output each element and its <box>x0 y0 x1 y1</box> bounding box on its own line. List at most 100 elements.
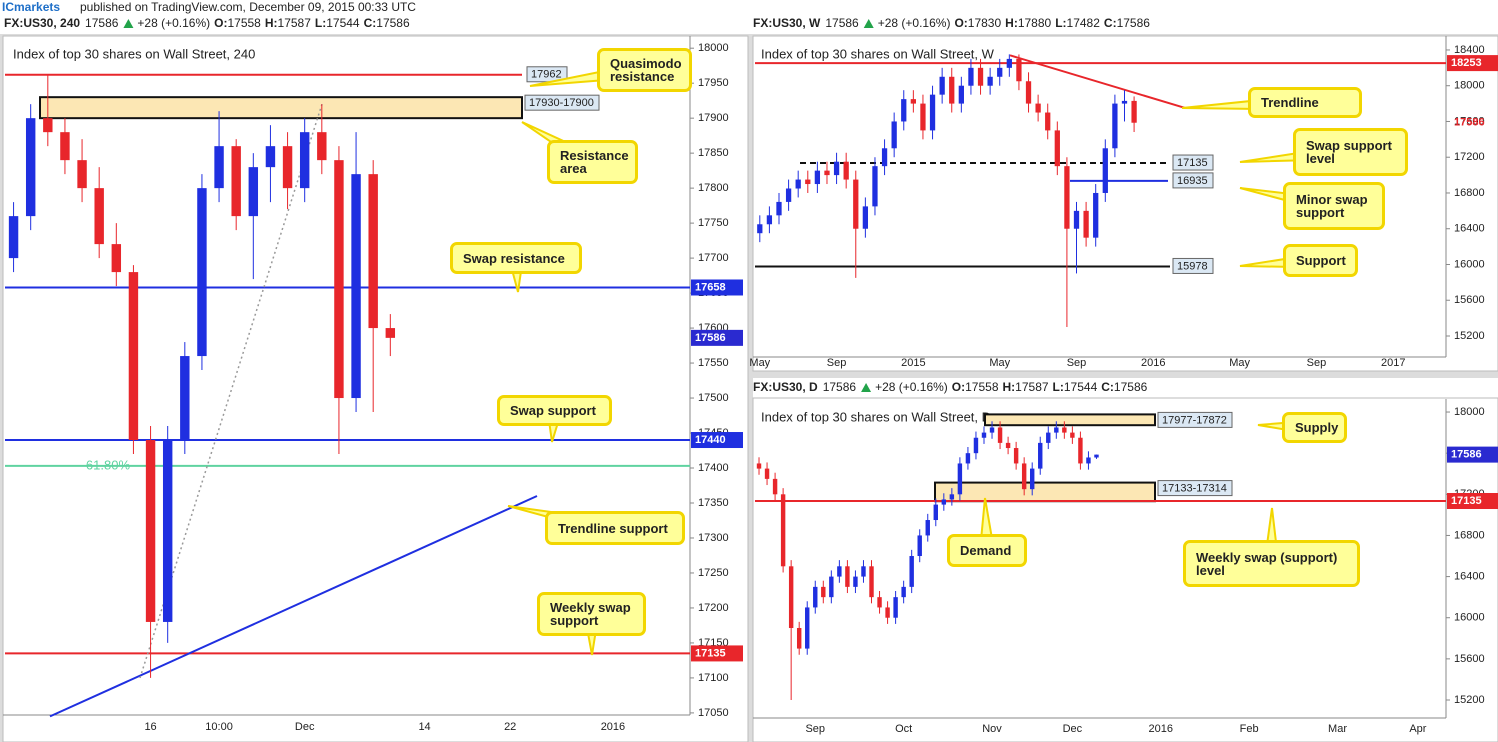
candle-body <box>958 85 964 104</box>
y-tick-label: 16000 <box>1454 612 1485 624</box>
x-tick-label: Apr <box>1409 723 1426 735</box>
candle-body <box>920 103 926 131</box>
candle-body <box>1005 442 1011 449</box>
candle-body <box>925 520 930 536</box>
ohlc-value: 17544 <box>326 16 360 30</box>
candle-body <box>845 566 850 587</box>
y-tick-label: 17850 <box>698 147 729 159</box>
candle-body <box>872 166 878 207</box>
up-arrow-icon <box>863 19 874 28</box>
level-tag-box <box>1172 172 1214 189</box>
y-tick-label: 18000 <box>1454 80 1485 92</box>
y-tick-label: 17800 <box>698 182 729 194</box>
axis-tag: 18253 <box>1451 57 1482 69</box>
x-tick-label: 16 <box>144 721 156 733</box>
symbol: FX:US30, W <box>753 16 821 30</box>
candle-body <box>853 576 858 587</box>
candle-body <box>843 161 849 180</box>
candle-body <box>997 67 1003 77</box>
candle-body <box>60 132 70 161</box>
y-tick-label: 16400 <box>1454 223 1485 235</box>
y-tick-label: 17250 <box>698 567 729 579</box>
candle-body <box>862 206 869 229</box>
x-tick-label: 2016 <box>601 721 625 733</box>
level-tag-box <box>1172 257 1214 274</box>
publisher-name: ICmarkets <box>2 0 60 14</box>
level-tag: 17135 <box>1177 157 1208 169</box>
candle-body <box>965 453 971 464</box>
candle-body <box>833 161 840 176</box>
x-tick-label: Sep <box>1307 357 1327 369</box>
candle-body <box>299 132 310 189</box>
ohlc-value: 17587 <box>1015 380 1049 394</box>
candle-body <box>1045 112 1051 131</box>
ohlc-value: 17482 <box>1067 16 1101 30</box>
axis-tag-box <box>691 645 743 662</box>
y-tick-label: 17900 <box>698 112 729 124</box>
ohlc-label: L: <box>1053 380 1064 394</box>
zone <box>39 96 523 120</box>
ohlc-value: 17880 <box>1018 16 1052 30</box>
ohlc-label: O: <box>954 16 967 30</box>
level-tag: 17962 <box>531 69 562 81</box>
candle-body <box>824 170 830 176</box>
ohlc-label: L: <box>1055 16 1066 30</box>
candle-body <box>197 188 207 357</box>
ohlc-value: 17830 <box>968 16 1002 30</box>
candle-body <box>368 174 378 329</box>
candle-body <box>1112 103 1118 149</box>
candle-body <box>821 586 826 598</box>
candle-body <box>939 76 945 95</box>
callout: Resistance area <box>547 140 638 184</box>
trendline <box>1009 54 1186 109</box>
y-tick-label: 17950 <box>698 77 729 89</box>
candle-body <box>1070 432 1075 438</box>
candle-body <box>248 167 259 217</box>
x-tick-label: 14 <box>418 721 430 733</box>
up-arrow-icon <box>123 19 134 28</box>
candle-body <box>385 328 396 338</box>
ohlc-label: C: <box>1104 16 1117 30</box>
callout: Weekly swap (support) level <box>1183 540 1360 587</box>
ohlc-label: C: <box>1101 380 1114 394</box>
y-tick-label: 17750 <box>698 217 729 229</box>
callout: Weekly swap support <box>537 592 646 636</box>
y-tick-label: 18000 <box>1454 406 1485 418</box>
callout: Minor swap support <box>1283 182 1385 230</box>
candle-body <box>1102 148 1108 193</box>
candle-body <box>893 597 898 618</box>
panel-title: Index of top 30 shares on Wall Street, 2… <box>13 46 255 61</box>
x-tick-label: Oct <box>895 723 912 735</box>
candle-body <box>265 146 276 168</box>
last-price: 17586 <box>1454 117 1485 129</box>
header-strip <box>0 16 1498 34</box>
candle-body <box>162 440 173 622</box>
panel <box>752 397 1498 742</box>
y-tick-label: 17600 <box>1454 115 1485 127</box>
candle-body <box>1013 448 1019 464</box>
symbol: FX:US30, 240 <box>4 16 80 30</box>
candle-body <box>1086 457 1091 464</box>
zone-tag-box <box>1157 480 1233 497</box>
header-strip <box>753 378 1498 398</box>
callout: Demand <box>947 534 1027 567</box>
candle-body <box>929 94 936 131</box>
publisher-text: published on TradingView.com, December 0… <box>80 0 416 14</box>
candle-body <box>1131 100 1137 123</box>
candle-body <box>869 566 874 598</box>
candle-body <box>949 494 955 500</box>
candle-body <box>901 586 906 598</box>
y-tick-label: 15600 <box>1454 653 1485 665</box>
y-tick-label: 18000 <box>698 42 729 54</box>
callout: Trendline <box>1248 87 1362 118</box>
candle-body <box>973 437 979 454</box>
candle-body <box>1121 100 1128 104</box>
candle-body <box>877 597 882 608</box>
y-tick-label: 18400 <box>1454 44 1485 56</box>
callout: Trendline support <box>545 511 685 545</box>
candle-body <box>977 67 984 86</box>
trendline <box>49 495 538 718</box>
candle-body <box>989 427 995 433</box>
ohlc-value: 17586 <box>1114 380 1148 394</box>
candle-body <box>756 463 762 469</box>
